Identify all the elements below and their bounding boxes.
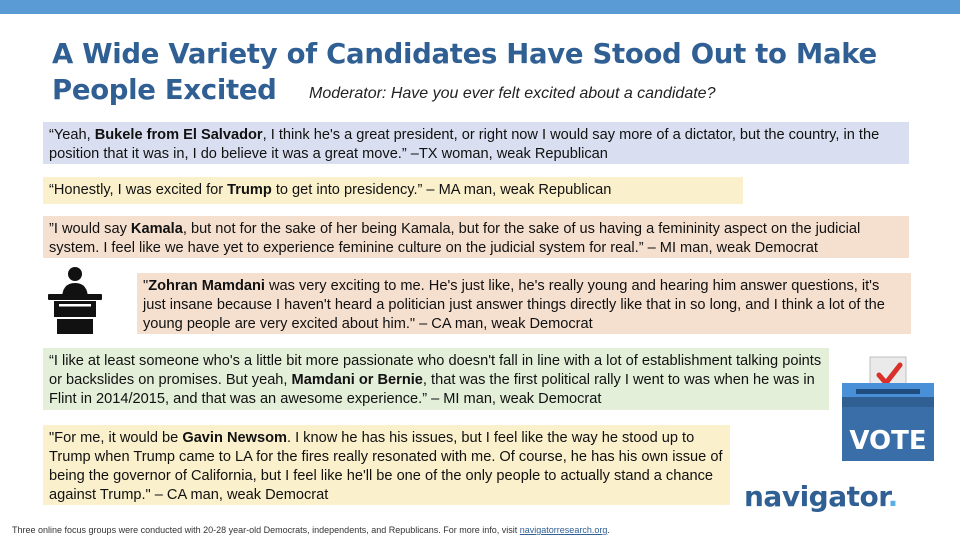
candidate-name: Kamala <box>130 221 183 237</box>
quote-box: “I like at least someone who's a little … <box>43 348 829 410</box>
slide-title: A Wide Variety of Candidates Have Stood … <box>52 38 877 106</box>
quote-box: “Yeah, Bukele from El Salvador, I think … <box>43 122 909 164</box>
candidate-name: Zohran Mamdani <box>148 278 265 294</box>
vote-label: VOTE <box>849 426 926 456</box>
candidate-name: Mamdani or Bernie <box>291 372 423 388</box>
moderator-question: Moderator: Have you ever felt excited ab… <box>309 85 716 102</box>
footer-note: Three online focus groups were conducted… <box>12 525 610 535</box>
ballot-box-vote-icon: VOTE <box>842 356 934 461</box>
podium-speaker-icon <box>48 267 102 334</box>
candidate-name: Trump <box>227 182 272 198</box>
quote-box: "For me, it would be Gavin Newsom. I kno… <box>43 425 730 505</box>
candidate-name: Gavin Newsom <box>182 430 287 446</box>
quote-box: “Honestly, I was excited for Trump to ge… <box>43 177 743 204</box>
top-accent-bar <box>0 0 960 14</box>
quote-box: "Zohran Mamdani was very exciting to me.… <box>137 273 911 334</box>
quote-box: ”I would say Kamala, but not for the sak… <box>43 216 909 258</box>
candidate-name: Bukele from El Salvador <box>94 127 263 143</box>
navigator-logo: navigator. <box>744 480 898 513</box>
footer-link[interactable]: navigatorresearch.org <box>519 525 608 535</box>
